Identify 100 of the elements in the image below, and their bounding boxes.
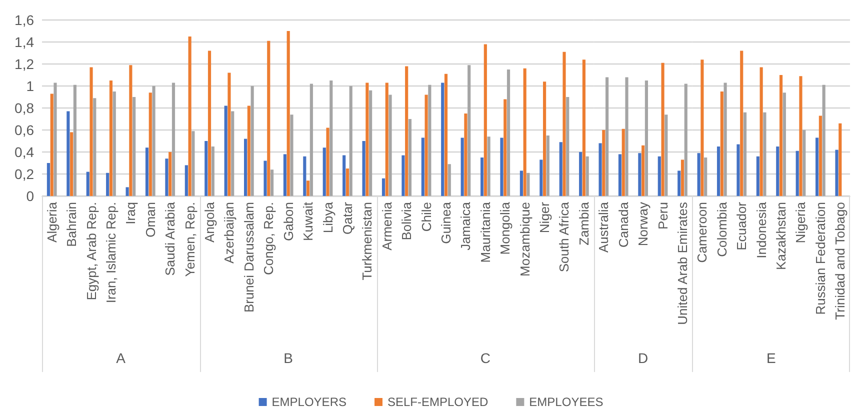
bar bbox=[460, 138, 464, 196]
bar bbox=[724, 82, 727, 196]
bar bbox=[405, 66, 408, 196]
bar bbox=[480, 158, 484, 196]
bar bbox=[464, 114, 468, 196]
bar bbox=[598, 143, 602, 196]
x-tick-label: Chile bbox=[418, 202, 434, 232]
x-tick-label: Canada bbox=[616, 201, 631, 248]
y-tick-label: 0,8 bbox=[14, 100, 34, 116]
bar bbox=[756, 156, 760, 196]
bar bbox=[369, 90, 372, 196]
y-tick-label: 1,6 bbox=[14, 12, 34, 28]
bar bbox=[54, 82, 57, 196]
x-tick-label: Egypt, Arab Rep. bbox=[84, 202, 99, 300]
x-tick-label: Brunei Darussalam bbox=[241, 202, 256, 313]
bar bbox=[310, 84, 313, 196]
x-tick-label: Russian Federation bbox=[812, 202, 828, 315]
bar bbox=[211, 146, 214, 196]
bar bbox=[661, 62, 664, 196]
bar bbox=[822, 84, 826, 196]
bar bbox=[126, 187, 129, 196]
y-tick-label: 1,2 bbox=[14, 56, 34, 72]
bar bbox=[579, 152, 582, 196]
bar bbox=[283, 154, 286, 196]
x-tick-label: Qatar bbox=[340, 201, 355, 235]
x-axis-title: B bbox=[284, 350, 294, 366]
bar bbox=[763, 112, 766, 196]
bar bbox=[704, 158, 708, 196]
bar bbox=[152, 86, 156, 196]
bar bbox=[408, 119, 412, 196]
x-axis-title: E bbox=[766, 350, 776, 366]
y-tick-label: 1 bbox=[26, 78, 34, 94]
bar bbox=[618, 154, 622, 196]
x-tick-label: Jamaica bbox=[458, 201, 474, 250]
bar bbox=[760, 67, 763, 196]
x-tick-label: Armenia bbox=[379, 201, 394, 250]
bar bbox=[720, 92, 724, 196]
bar bbox=[540, 160, 543, 196]
bar bbox=[816, 138, 819, 196]
bar bbox=[132, 97, 136, 196]
bar bbox=[602, 130, 606, 196]
x-tick-label: Ecuador bbox=[734, 201, 750, 250]
bar bbox=[468, 65, 471, 196]
bar bbox=[366, 82, 369, 196]
bar bbox=[782, 92, 786, 196]
bar bbox=[835, 150, 838, 196]
x-tick-label: Mauritania bbox=[478, 201, 493, 263]
bar bbox=[441, 82, 444, 196]
bar bbox=[796, 150, 799, 196]
bar bbox=[382, 178, 386, 196]
bar bbox=[244, 138, 248, 196]
bar bbox=[129, 65, 132, 196]
bar bbox=[86, 172, 90, 196]
x-tick-label: Yemen, Rep. bbox=[182, 202, 198, 277]
legend-label: EMPLOYERS bbox=[272, 395, 346, 409]
bar bbox=[342, 155, 346, 196]
x-tick-label: Peru bbox=[655, 202, 670, 230]
bar bbox=[192, 131, 195, 196]
bar bbox=[50, 94, 54, 196]
x-tick-label: Mongolia bbox=[498, 201, 513, 255]
bar bbox=[484, 44, 487, 196]
x-tick-label: Colombia bbox=[714, 201, 730, 257]
bar bbox=[184, 165, 188, 196]
bar bbox=[330, 80, 333, 196]
x-tick-label: Kazakhstan bbox=[774, 202, 789, 270]
bar bbox=[270, 170, 274, 196]
bar bbox=[109, 80, 113, 196]
bar bbox=[678, 170, 681, 196]
bar bbox=[818, 116, 822, 196]
bar bbox=[684, 84, 688, 196]
x-tick-label: Australia bbox=[596, 201, 612, 253]
x-tick-label: United Arab Emirates bbox=[674, 202, 690, 325]
bar bbox=[90, 67, 93, 196]
bar bbox=[697, 153, 700, 196]
bar bbox=[448, 164, 451, 196]
x-tick-label: South Africa bbox=[556, 201, 572, 272]
bar bbox=[566, 97, 570, 196]
bar bbox=[228, 72, 231, 196]
bar bbox=[388, 94, 392, 196]
bar bbox=[776, 146, 780, 196]
bar bbox=[188, 36, 192, 196]
x-tick-label: Bolivia bbox=[399, 201, 414, 240]
x-tick-label: Libya bbox=[320, 201, 336, 234]
bar bbox=[799, 76, 802, 196]
bar bbox=[562, 52, 566, 196]
bar bbox=[716, 146, 720, 196]
bar bbox=[322, 148, 326, 196]
x-tick-label: Zambia bbox=[576, 201, 592, 246]
bar bbox=[424, 94, 428, 196]
bar bbox=[231, 111, 234, 196]
y-tick-label: 1,4 bbox=[14, 34, 34, 50]
bar bbox=[546, 136, 550, 196]
bar bbox=[148, 92, 152, 196]
x-tick-label: Niger bbox=[537, 201, 552, 234]
bar bbox=[664, 114, 668, 196]
y-tick-label: 0,6 bbox=[14, 122, 34, 138]
x-axis-title: D bbox=[638, 350, 648, 366]
bar bbox=[208, 50, 212, 196]
x-tick-label: Turkmenistan bbox=[360, 202, 375, 280]
x-tick-label: Mozambique bbox=[517, 202, 532, 276]
